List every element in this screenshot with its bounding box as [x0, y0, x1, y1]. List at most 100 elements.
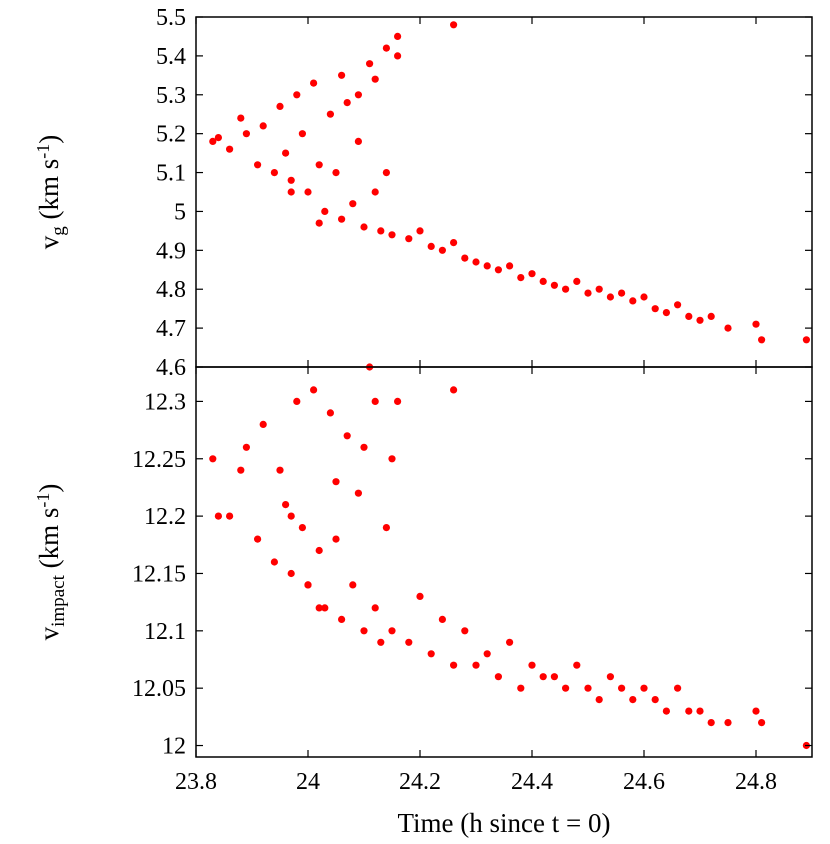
y-label-main: v: [34, 235, 64, 249]
data-point: [461, 627, 469, 635]
data-point: [310, 79, 318, 87]
data-point: [707, 719, 715, 727]
data-point: [242, 130, 250, 138]
data-point: [662, 309, 671, 317]
y-tick-label: 5.1: [156, 161, 186, 187]
data-point: [674, 301, 682, 309]
data-point: [405, 638, 413, 646]
data-point: [472, 258, 480, 266]
data-point: [338, 615, 346, 624]
data-point: [758, 336, 766, 344]
data-point: [388, 231, 396, 239]
data-point: [371, 397, 379, 405]
y-tick-label: 12.2: [144, 504, 186, 530]
y-axis-label-bottom: vimpact (km s-1): [33, 484, 69, 641]
data-point: [506, 262, 514, 270]
data-point: [287, 512, 295, 520]
y-tick-label: 12.25: [132, 447, 186, 473]
data-point: [573, 277, 581, 285]
y-tick-label: 12.1: [144, 619, 186, 645]
data-point: [259, 420, 267, 428]
data-point: [382, 524, 390, 532]
data-point: [343, 432, 351, 440]
data-point: [674, 684, 682, 692]
data-point: [528, 661, 536, 669]
data-point: [584, 289, 592, 297]
data-point: [438, 615, 446, 624]
x-tick-label: 24: [296, 769, 320, 795]
data-point: [293, 91, 301, 99]
y-label-unit: (km s: [34, 508, 64, 576]
data-point: [707, 312, 715, 320]
y-tick-label: 12: [162, 734, 186, 760]
y-tick-label: 4.9: [156, 238, 186, 264]
y-tick-label: 5: [174, 199, 186, 225]
data-point: [237, 466, 245, 474]
data-point: [450, 661, 458, 669]
x-tick-label: 24.2: [399, 769, 441, 795]
y-axis-top: 4.6 4.7 4.8 4.9 5 5.1 5.2 5.3 5.4 5.5: [156, 5, 812, 381]
data-point: [354, 137, 362, 145]
data-point: [360, 443, 368, 451]
data-point: [696, 707, 704, 715]
data-point: [377, 638, 385, 646]
data-point: [606, 293, 615, 301]
y-label-unit: (km s: [34, 159, 64, 227]
data-point: [371, 604, 379, 612]
y-tick-label: 4.6: [156, 355, 186, 381]
data-point: [606, 673, 615, 681]
data-point: [752, 707, 760, 715]
plot-frame-bottom: [195, 366, 813, 758]
data-point: [298, 524, 306, 532]
data-point: [366, 60, 374, 68]
data-point: [343, 99, 351, 107]
data-point: [438, 246, 446, 254]
data-point: [494, 673, 502, 681]
data-point: [315, 546, 323, 555]
data-point: [573, 661, 581, 669]
data-point: [427, 650, 435, 658]
x-tick-label: 24.4: [511, 769, 553, 795]
data-point: [360, 223, 368, 231]
data-point: [270, 169, 278, 177]
data-point: [724, 719, 732, 727]
y-label-close: ): [34, 484, 64, 493]
data-point: [259, 122, 267, 130]
data-point: [287, 188, 295, 196]
data-point: [629, 297, 637, 305]
y-axis-label-top: vg (km s-1): [33, 135, 69, 250]
y-tick-label: 5.3: [156, 83, 186, 109]
data-point: [254, 161, 262, 169]
x-tick-label: 24.8: [735, 769, 777, 795]
data-point: [584, 684, 592, 692]
y-label-close: ): [34, 135, 64, 144]
y-tick-label: 5.4: [156, 44, 186, 70]
data-point: [371, 188, 379, 196]
y-tick-label: 12.3: [144, 389, 186, 415]
data-point: [629, 696, 637, 704]
data-point: [237, 114, 245, 122]
data-point: [338, 71, 346, 79]
data-point: [651, 696, 659, 704]
data-point: [427, 242, 435, 250]
data-point: [349, 200, 357, 208]
y-label-sub: g: [48, 226, 69, 236]
data-point: [315, 219, 323, 227]
x-tick-label: 24.6: [623, 769, 665, 795]
data-point: [310, 386, 318, 394]
data-point: [254, 535, 262, 543]
data-point: [298, 130, 306, 138]
data-point: [226, 512, 234, 520]
data-point: [450, 386, 458, 394]
data-point: [282, 501, 290, 509]
data-point: [685, 707, 693, 715]
data-point: [450, 21, 458, 29]
data-point: [382, 169, 390, 177]
data-point: [562, 684, 570, 692]
data-point: [214, 512, 222, 520]
data-point: [332, 478, 340, 486]
x-axis-top: [195, 17, 757, 367]
data-point: [528, 270, 536, 278]
data-point: [539, 673, 547, 681]
data-point: [758, 719, 766, 727]
